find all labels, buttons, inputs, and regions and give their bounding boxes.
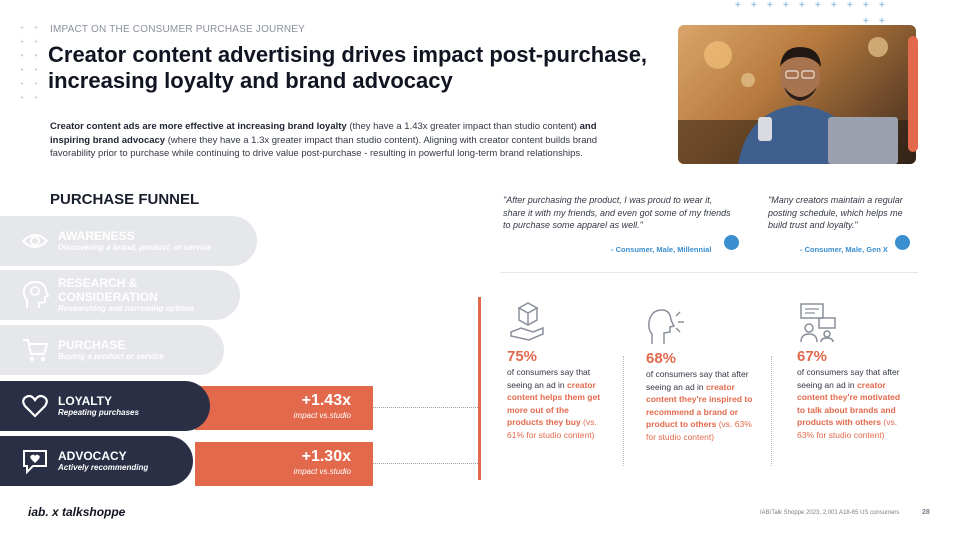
stage-name: PURCHASE [58,338,126,352]
stat-body: of consumers say that seeing an ad in cr… [507,366,607,441]
conversation-icon [797,300,839,344]
speaking-head-icon [646,302,688,346]
stats-divider-bar [478,297,481,480]
funnel-title: PURCHASE FUNNEL [50,191,200,208]
stat-percent: 75% [507,348,538,365]
person-with-phone-illustration [678,37,916,164]
source-note: IAB/Talk Shoppe 2023, 2,001 A18-65 US co… [760,510,900,516]
stat-body: of consumers say that after seeing an ad… [646,368,754,443]
intro-and: and [579,121,597,132]
stage-name: LOYALTY [58,394,113,408]
quote-1-attribution: - Consumer, Male, Millennial [611,245,712,254]
stat-percent: 68% [646,350,677,367]
stage-name: ADVOCACY [58,449,127,463]
quote-2-attribution: - Consumer, Male, Gen X [800,245,888,254]
funnel-stage-research: RESEARCH & CONSIDERATION Researching and… [0,270,240,320]
stat-highlight: creator content they're inspired to reco… [646,381,753,430]
connector-line-advocacy [373,463,478,464]
stage-desc: Actively recommending [58,463,149,472]
advocacy-impact-bar: +1.30x impact vs.studio [195,442,373,486]
impact-value: +1.30x [301,448,351,465]
impact-label: impact vs.studio [293,411,351,420]
funnel-stage-purchase: PURCHASE Buying a product or service [0,325,224,375]
stat-card-3: 67% of consumers say that after seeing a… [797,300,909,441]
intro-text-2: (where they have a 1.3x greater impact t… [50,134,598,160]
funnel-stage-loyalty: LOYALTY Repeating purchases [0,381,210,431]
quote-divider [500,272,918,273]
heart-icon [18,389,52,423]
chat-heart-icon [18,444,52,478]
stage-name: AWARENESS [58,229,135,243]
intro-text-1: (they have a 1.43x greater impact than s… [346,121,580,132]
user-icon [895,235,910,250]
stage-desc: Repeating purchases [58,408,139,417]
stat-highlight: creator content they're motivated to tal… [797,379,901,428]
stat-lead: of consumers say that after seeing an ad… [646,369,749,392]
funnel-stage-advocacy: ADVOCACY Actively recommending [0,436,193,486]
stat-highlight: creator content helps them get more out … [507,379,601,428]
funnel-stage-awareness: AWARENESS Discovering a brand, product, … [0,216,257,266]
intro-paragraph: Creator content ads are more effective a… [50,120,630,161]
quote-1: "After purchasing the product, I was pro… [503,195,731,230]
dot-grid-decoration: + + + + • • • • • • • • [19,23,39,102]
stat-lead: of consumers say that seeing an ad in [507,367,591,390]
page-number: 28 [922,509,930,516]
stat-body: of consumers say that after seeing an ad… [797,366,909,441]
hand-box-icon [507,300,549,344]
page-title: Creator content advertising drives impac… [48,42,648,93]
cart-icon [18,333,52,367]
impact-value: +1.43x [301,392,351,409]
stat-tail: (vs. 63% for studio content) [797,417,898,440]
stat-separator [623,356,624,466]
stat-tail: (vs. 61% for studio content) [507,417,597,440]
stage-name-line2: CONSIDERATION [58,290,158,304]
eye-icon [18,224,52,258]
stat-percent: 67% [797,348,828,365]
stage-desc: Buying a product or service [58,352,164,361]
section-eyebrow: IMPACT ON THE CONSUMER PURCHASE JOURNEY [50,24,306,35]
partner-logos: iab. x talkshoppe [28,505,126,519]
user-icon [724,235,739,250]
impact-label: impact vs.studio [293,467,351,476]
stat-lead: of consumers say that after seeing an ad… [797,367,900,390]
stat-card-2: 68% of consumers say that after seeing a… [646,302,754,443]
loyalty-impact-bar: +1.43x impact vs.studio [195,386,373,430]
hero-photo [678,25,916,164]
quote-2: "Many creators maintain a regular postin… [768,195,903,230]
stat-card-1: 75% of consumers say that seeing an ad i… [507,300,607,441]
intro-bold-1: Creator content ads are more effective a… [50,121,347,132]
stage-name: RESEARCH & [58,276,138,290]
stage-desc: Researching and narrowing options [58,304,195,313]
photo-accent-bar [908,36,918,152]
stage-desc: Discovering a brand, product, or service [58,243,212,252]
head-gears-icon [18,278,52,312]
connector-line-loyalty [373,407,478,408]
stat-separator [771,356,772,466]
intro-bold-2: inspiring brand advocacy [50,134,166,146]
stat-tail: (vs. 63% for studio content) [646,419,752,442]
